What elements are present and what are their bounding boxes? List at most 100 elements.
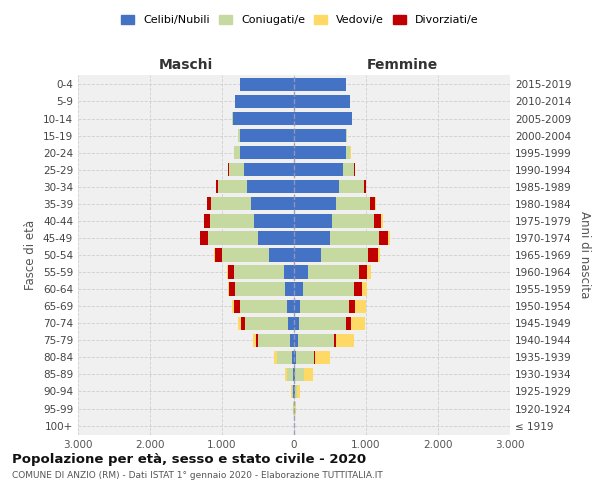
Bar [240,300,287,313]
Bar [294,146,346,160]
Bar [295,385,297,398]
Bar [257,334,290,347]
Bar [370,197,376,210]
Bar [294,214,332,228]
Bar [232,300,234,313]
Bar [377,248,380,262]
Bar [208,232,258,244]
Bar [296,350,314,364]
Bar [294,248,322,262]
Bar [288,316,294,330]
Bar [294,129,346,142]
Bar [294,197,336,210]
Bar [294,350,296,364]
Bar [315,350,329,364]
Bar [228,266,233,278]
Bar [346,316,351,330]
Bar [234,300,240,313]
Bar [294,368,295,381]
Bar [379,232,388,244]
Bar [294,180,338,194]
Bar [218,180,247,194]
Bar [294,112,352,125]
Bar [297,385,300,398]
Bar [240,129,294,142]
Bar [295,402,296,415]
Legend: Celibi/Nubili, Coniugati/e, Vedovi/e, Divorziati/e: Celibi/Nubili, Coniugati/e, Vedovi/e, Di… [117,10,483,30]
Bar [343,163,355,176]
Bar [346,146,350,160]
Bar [241,316,245,330]
Bar [240,146,294,160]
Bar [294,282,302,296]
Bar [245,316,288,330]
Bar [294,163,343,176]
Bar [227,266,228,278]
Bar [235,95,294,108]
Bar [294,78,346,91]
Bar [269,248,294,262]
Bar [244,163,294,176]
Bar [234,146,240,160]
Bar [229,163,244,176]
Bar [229,282,235,296]
Bar [290,334,294,347]
Bar [222,248,269,262]
Bar [216,180,218,194]
Bar [338,180,364,194]
Bar [355,282,362,296]
Bar [253,334,256,347]
Bar [293,368,294,381]
Bar [286,368,287,381]
Bar [351,316,365,330]
Bar [215,248,222,262]
Bar [359,266,367,278]
Bar [211,197,251,210]
Bar [204,214,210,228]
Bar [304,368,313,381]
Bar [238,316,241,330]
Bar [301,300,349,313]
Text: Femmine: Femmine [367,58,437,72]
Bar [298,334,334,347]
Bar [235,282,286,296]
Bar [355,300,366,313]
Bar [294,232,330,244]
Bar [207,197,211,210]
Bar [294,95,350,108]
Bar [292,385,293,398]
Bar [254,214,294,228]
Bar [364,180,366,194]
Bar [294,334,298,347]
Bar [287,300,294,313]
Bar [274,350,277,364]
Bar [210,214,254,228]
Bar [284,266,294,278]
Bar [238,129,240,142]
Bar [287,368,293,381]
Bar [277,350,292,364]
Bar [292,350,294,364]
Text: Maschi: Maschi [159,58,213,72]
Bar [367,266,371,278]
Bar [330,232,379,244]
Bar [381,214,383,228]
Bar [294,266,308,278]
Bar [388,232,391,244]
Bar [232,112,233,125]
Text: COMUNE DI ANZIO (RM) - Dati ISTAT 1° gennaio 2020 - Elaborazione TUTTITALIA.IT: COMUNE DI ANZIO (RM) - Dati ISTAT 1° gen… [12,471,383,480]
Bar [251,197,294,210]
Bar [336,334,354,347]
Bar [349,300,355,313]
Bar [346,129,347,142]
Bar [332,214,374,228]
Bar [200,232,208,244]
Bar [362,282,367,296]
Bar [302,282,355,296]
Bar [336,197,370,210]
Bar [308,266,359,278]
Bar [314,350,315,364]
Bar [256,334,257,347]
Bar [374,214,381,228]
Bar [322,248,368,262]
